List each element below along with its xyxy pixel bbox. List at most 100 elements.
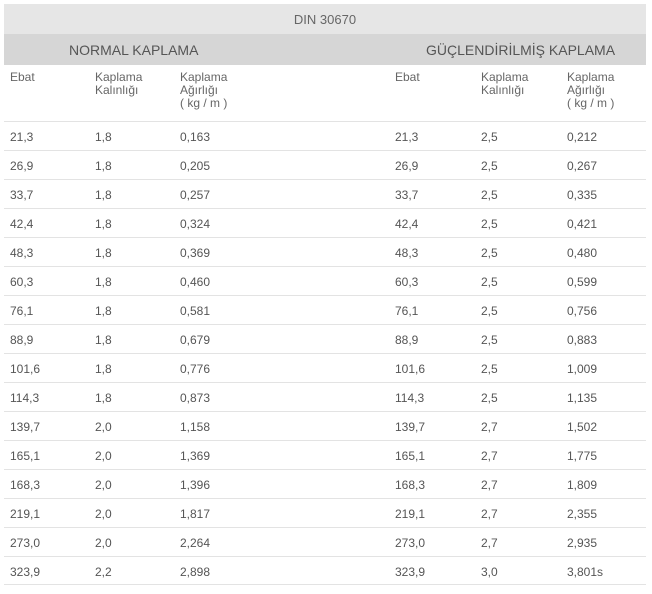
cell-weight-normal: 2,264 [180, 535, 211, 550]
cell-size-normal: 101,6 [10, 361, 41, 376]
column-header-size-normal: Ebat [10, 70, 35, 84]
table-row: 88,9 1,8 0,679 88,9 2,5 0,883 [4, 324, 646, 353]
cell-thickness-normal: 1,8 [95, 303, 112, 318]
cell-weight-normal: 0,369 [180, 245, 211, 260]
cell-thickness-normal: 2,0 [95, 419, 112, 434]
cell-weight-reinforced: 0,335 [567, 187, 598, 202]
cell-size-reinforced: 101,6 [395, 361, 426, 376]
cell-weight-reinforced: 0,756 [567, 303, 598, 318]
cell-thickness-normal: 1,8 [95, 332, 112, 347]
cell-thickness-reinforced: 2,5 [481, 361, 498, 376]
cell-thickness-normal: 1,8 [95, 390, 112, 405]
column-header-size-reinforced: Ebat [395, 70, 420, 84]
cell-thickness-reinforced: 2,5 [481, 303, 498, 318]
cell-thickness-reinforced: 2,5 [481, 332, 498, 347]
cell-size-normal: 76,1 [10, 303, 34, 318]
cell-weight-reinforced: 1,809 [567, 477, 598, 492]
cell-thickness-reinforced: 2,5 [481, 390, 498, 405]
table-row: 165,1 2,0 1,369 165,1 2,7 1,775 [4, 440, 646, 469]
column-header-thickness-reinforced: Kaplama Kalınlığı [481, 70, 529, 97]
table-row: 42,4 1,8 0,324 42,4 2,5 0,421 [4, 208, 646, 237]
cell-thickness-normal: 1,8 [95, 245, 112, 260]
cell-thickness-reinforced: 2,5 [481, 274, 498, 289]
cell-thickness-normal: 1,8 [95, 361, 112, 376]
cell-size-reinforced: 48,3 [395, 245, 419, 260]
cell-size-reinforced: 76,1 [395, 303, 419, 318]
cell-size-normal: 88,9 [10, 332, 34, 347]
cell-weight-reinforced: 0,883 [567, 332, 598, 347]
cell-weight-normal: 0,679 [180, 332, 211, 347]
reinforced-coating-section-title: GÜÇLENDİRİLMİŞ KAPLAMA [426, 41, 616, 58]
cell-thickness-reinforced: 2,7 [481, 477, 498, 492]
cell-weight-normal: 1,396 [180, 477, 211, 492]
cell-weight-reinforced: 1,135 [567, 390, 598, 405]
table-row: 273,0 2,0 2,264 273,0 2,7 2,935 [4, 527, 646, 556]
table-row: 139,7 2,0 1,158 139,7 2,7 1,502 [4, 411, 646, 440]
cell-size-reinforced: 88,9 [395, 332, 419, 347]
cell-size-normal: 219,1 [10, 506, 41, 521]
cell-size-normal: 33,7 [10, 187, 34, 202]
cell-size-reinforced: 60,3 [395, 274, 419, 289]
cell-size-normal: 273,0 [10, 535, 41, 550]
table-row: 114,3 1,8 0,873 114,3 2,5 1,135 [4, 382, 646, 411]
cell-thickness-normal: 2,0 [95, 477, 112, 492]
cell-thickness-normal: 1,8 [95, 187, 112, 202]
cell-weight-normal: 1,817 [180, 506, 211, 521]
cell-weight-normal: 0,163 [180, 129, 211, 144]
cell-weight-reinforced: 0,267 [567, 158, 598, 173]
cell-weight-reinforced: 0,421 [567, 216, 598, 231]
cell-thickness-normal: 2,0 [95, 535, 112, 550]
cell-weight-normal: 0,257 [180, 187, 211, 202]
cell-weight-normal: 0,873 [180, 390, 211, 405]
cell-weight-reinforced: 1,775 [567, 448, 598, 463]
cell-size-reinforced: 114,3 [395, 390, 425, 405]
table-row: 60,3 1,8 0,460 60,3 2,5 0,599 [4, 266, 646, 295]
cell-size-normal: 165,1 [10, 448, 41, 463]
table-row: 48,3 1,8 0,369 48,3 2,5 0,480 [4, 237, 646, 266]
cell-weight-normal: 0,460 [180, 274, 211, 289]
table-row: 168,3 2,0 1,396 168,3 2,7 1,809 [4, 469, 646, 498]
cell-weight-normal: 0,324 [180, 216, 211, 231]
cell-size-normal: 48,3 [10, 245, 34, 260]
cell-size-reinforced: 273,0 [395, 535, 426, 550]
table-row: 323,9 2,2 2,898 323,9 3,0 3,801s [4, 556, 646, 585]
cell-thickness-normal: 1,8 [95, 129, 112, 144]
section-header-bar: NORMAL KAPLAMA GÜÇLENDİRİLMİŞ KAPLAMA [4, 34, 646, 65]
cell-thickness-normal: 2,0 [95, 506, 112, 521]
cell-size-normal: 323,9 [10, 564, 41, 579]
cell-size-reinforced: 323,9 [395, 564, 426, 579]
cell-weight-reinforced: 3,801s [567, 564, 604, 579]
cell-thickness-normal: 1,8 [95, 158, 112, 173]
cell-weight-normal: 0,581 [180, 303, 211, 318]
cell-weight-reinforced: 0,212 [567, 129, 598, 144]
cell-size-reinforced: 21,3 [395, 129, 419, 144]
table-row: 219,1 2,0 1,817 219,1 2,7 2,355 [4, 498, 646, 527]
cell-weight-reinforced: 0,480 [567, 245, 598, 260]
cell-weight-normal: 0,205 [180, 158, 211, 173]
cell-thickness-normal: 2,2 [95, 564, 112, 579]
cell-size-reinforced: 139,7 [395, 419, 426, 434]
cell-weight-normal: 0,776 [180, 361, 211, 376]
cell-weight-reinforced: 0,599 [567, 274, 598, 289]
cell-thickness-normal: 1,8 [95, 216, 112, 231]
cell-size-reinforced: 26,9 [395, 158, 419, 173]
cell-weight-reinforced: 1,502 [567, 419, 598, 434]
cell-weight-normal: 1,369 [180, 448, 211, 463]
column-header-weight-normal: Kaplama Ağırlığı ( kg / m ) [180, 70, 228, 110]
cell-thickness-reinforced: 3,0 [481, 564, 498, 579]
cell-thickness-reinforced: 2,5 [481, 129, 498, 144]
cell-weight-reinforced: 2,355 [567, 506, 598, 521]
cell-size-normal: 114,3 [10, 390, 40, 405]
table-body: 21,3 1,8 0,163 21,3 2,5 0,212 26,9 1,8 0,205 26,9… [4, 121, 646, 585]
column-header-weight-reinforced: Kaplama Ağırlığı ( kg / m ) [567, 70, 615, 110]
cell-size-normal: 60,3 [10, 274, 34, 289]
normal-coating-section-title: NORMAL KAPLAMA [69, 41, 199, 58]
table-row: 101,6 1,8 0,776 101,6 2,5 1,009 [4, 353, 646, 382]
table-title: DIN 30670 [4, 4, 646, 34]
cell-thickness-reinforced: 2,5 [481, 158, 498, 173]
table-row: 76,1 1,8 0,581 76,1 2,5 0,756 [4, 295, 646, 324]
cell-thickness-normal: 2,0 [95, 448, 112, 463]
cell-thickness-reinforced: 2,5 [481, 245, 498, 260]
cell-size-normal: 168,3 [10, 477, 41, 492]
cell-thickness-reinforced: 2,7 [481, 448, 498, 463]
